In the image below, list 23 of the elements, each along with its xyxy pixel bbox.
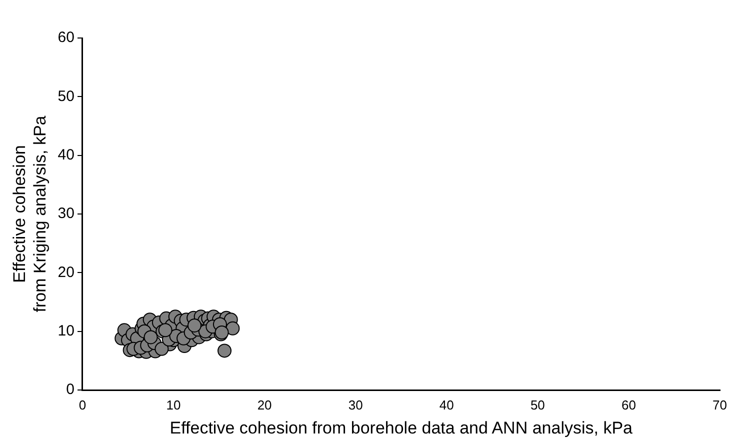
y-tick-label: 60 — [58, 29, 74, 46]
x-tick-label: 20 — [257, 397, 272, 412]
y-tick-label: 50 — [58, 88, 74, 105]
y-axis-title: Effective cohesion from Kriging analysis, kPa — [10, 115, 50, 312]
x-tick-label: 10 — [166, 397, 181, 412]
point — [226, 321, 240, 336]
point — [218, 344, 232, 358]
y-tick-label: 20 — [58, 264, 74, 281]
point — [144, 330, 158, 344]
y-tick-label: 40 — [58, 146, 74, 164]
x-tick-label: 30 — [348, 397, 363, 412]
point — [187, 318, 202, 332]
y-tick-label: 0 — [66, 381, 74, 398]
x-tick-label: 0 — [78, 397, 86, 412]
x-tick-label: 50 — [530, 397, 545, 412]
point — [158, 323, 172, 338]
x-tick-label: 70 — [712, 397, 728, 412]
x-tick-label: 60 — [621, 397, 636, 412]
y-tick-label: 10 — [58, 322, 74, 340]
y-tick-label: 30 — [58, 205, 74, 222]
x-axis-title: Effective cohesion from borehole data and ANN analysis, kPa — [170, 418, 634, 438]
point — [154, 342, 169, 356]
x-tick-label: 40 — [439, 397, 454, 412]
